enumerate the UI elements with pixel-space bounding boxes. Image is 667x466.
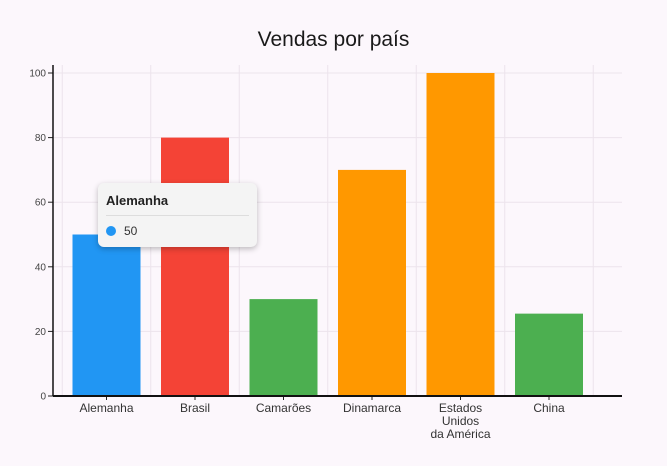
tooltip-row: 50 [106,224,249,238]
bar-estados-unidos-da-américa [426,73,495,396]
x-tick-label: Estados Unidos da América [430,401,490,441]
x-tick-label: Alemanha [79,401,133,415]
y-tick-label: 80 [35,133,47,144]
tooltip-value: 50 [124,224,138,238]
x-tick-label: China [533,401,565,415]
y-tick-label: 100 [29,69,46,80]
bar-camarões [249,299,318,396]
chart-tooltip: Alemanha 50 [98,183,257,247]
tooltip-series-dot [106,226,116,236]
tooltip-title: Alemanha [106,193,249,216]
bar-dinamarca [338,169,406,396]
x-tick-label: Camarões [256,401,311,415]
bar-china [515,313,583,396]
y-tick-label: 20 [35,327,47,338]
x-tick-label: Brasil [180,401,210,415]
y-tick-label: 0 [40,392,46,403]
x-tick-label: Dinamarca [343,401,401,415]
chart-title: Vendas por país [257,28,410,51]
y-tick-label: 40 [35,262,47,273]
y-tick-label: 60 [35,198,47,209]
bar-alemanha [72,234,141,396]
bar-brasil [161,137,229,396]
